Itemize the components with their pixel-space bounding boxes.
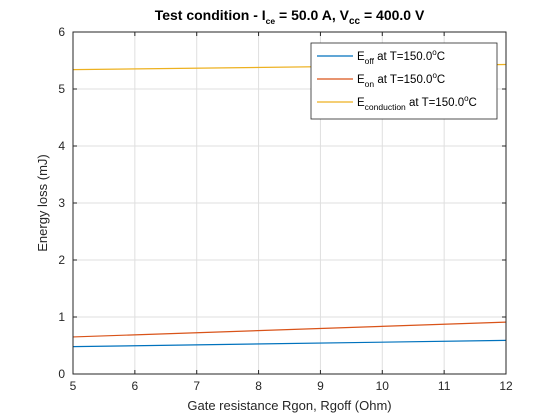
legend-label-sup: o [432, 71, 437, 80]
y-tick-label: 5 [58, 82, 65, 96]
y-tick-label: 1 [58, 310, 65, 324]
x-tick-label: 9 [317, 379, 324, 393]
x-axis-label: Gate resistance Rgon, Rgoff (Ohm) [187, 398, 391, 413]
legend-label-sub: on [365, 79, 375, 89]
x-tick-label: 5 [70, 379, 77, 393]
legend-label-sub: conduction [365, 102, 406, 112]
legend-label-main: E [357, 74, 365, 86]
title-prefix: Test condition - I [155, 7, 266, 23]
y-tick-label: 0 [58, 367, 65, 381]
legend-label-main: E [357, 51, 365, 63]
y-tick-label: 3 [58, 196, 65, 210]
legend-label-unit: C [437, 51, 445, 63]
x-tick-label: 11 [438, 379, 451, 393]
x-tick-label: 6 [132, 379, 139, 393]
legend-label-unit: C [469, 97, 477, 109]
legend-label-rest: at T=150.0 [374, 74, 432, 86]
legend-label-main: E [357, 97, 365, 109]
series-line-off [72, 339, 507, 348]
title-v-subscript: cc [349, 16, 361, 27]
chart-title: Test condition - Ice = 50.0 A, Vcc = 400… [155, 7, 425, 27]
title-v-value: = 400.0 V [360, 7, 425, 23]
y-tick-label: 4 [58, 139, 65, 153]
legend-label-sup: o [464, 94, 469, 103]
legend-entry-off: Eoff at T=150.0oC [357, 48, 445, 66]
x-tick-label: 8 [255, 379, 262, 393]
x-tick-label: 7 [193, 379, 200, 393]
legend-label-sup: o [432, 48, 437, 57]
y-axis-label: Energy loss (mJ) [35, 154, 50, 252]
series-line-on [72, 321, 507, 338]
legend-entry-on: Eon at T=150.0oC [357, 71, 445, 89]
x-tick-label: 12 [499, 379, 513, 393]
legend-label-sub: off [365, 56, 375, 66]
legend-label-rest: at T=150.0 [374, 51, 432, 63]
x-tick-label: 10 [376, 379, 390, 393]
y-tick-label: 2 [58, 253, 65, 267]
title-i-subscript: ce [266, 16, 276, 26]
legend-label-unit: C [437, 74, 445, 86]
legend-entry-conduction: Econduction at T=150.0oC [357, 94, 477, 112]
y-tick-label: 6 [58, 25, 65, 39]
legend-label-rest: at T=150.0 [406, 97, 464, 109]
title-i-value: = 50.0 A, V [275, 7, 349, 23]
